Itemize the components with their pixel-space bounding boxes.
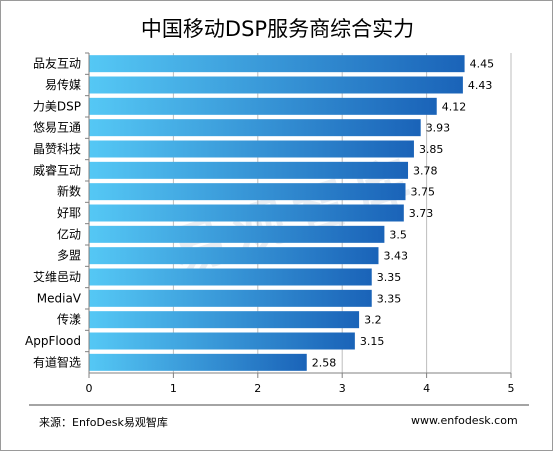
category-label: MediaV xyxy=(37,291,82,305)
category-label: 传漾 xyxy=(57,312,81,327)
value-label: 2.58 xyxy=(312,356,337,369)
category-label: 多盟 xyxy=(57,249,81,263)
value-label: 3.75 xyxy=(411,186,436,199)
chart-title: 中国移动DSP服务商综合实力 xyxy=(140,17,415,41)
x-tick-label: 0 xyxy=(86,382,93,395)
x-tick-label: 5 xyxy=(508,382,515,395)
bar xyxy=(89,119,421,137)
bar xyxy=(89,183,406,201)
value-label: 3.73 xyxy=(409,207,434,220)
bar xyxy=(89,289,372,307)
x-tick-label: 2 xyxy=(254,382,261,395)
bar xyxy=(89,353,307,371)
category-label: 威睿互动 xyxy=(33,162,81,177)
bar xyxy=(89,55,465,73)
source-note: 来源：EnfoDesk易观智库 xyxy=(39,416,168,429)
bar xyxy=(89,225,385,243)
bar xyxy=(89,76,463,94)
category-label: 亿动 xyxy=(57,226,81,241)
value-label: 3.35 xyxy=(377,271,402,284)
value-label: 4.45 xyxy=(470,58,495,71)
bar xyxy=(89,161,409,179)
value-label: 4.12 xyxy=(442,100,467,113)
value-label: 3.35 xyxy=(377,292,402,305)
bar xyxy=(89,268,372,286)
category-label: 有道智选 xyxy=(33,354,81,369)
category-label: 易传媒 xyxy=(45,77,81,92)
value-label: 3.5 xyxy=(389,228,407,241)
category-label: AppFlood xyxy=(25,334,81,348)
category-label: 力美DSP xyxy=(33,99,81,113)
bar xyxy=(89,247,379,265)
category-label: 品友互动 xyxy=(33,57,81,71)
value-label: 4.43 xyxy=(468,79,493,92)
value-label: 3.43 xyxy=(383,250,408,263)
x-tick-label: 1 xyxy=(170,382,177,395)
x-tick-label: 4 xyxy=(423,382,430,395)
value-label: 3.93 xyxy=(426,122,451,135)
value-label: 3.85 xyxy=(419,143,444,156)
category-label: 悠易互通 xyxy=(33,120,81,135)
category-label: 好耶 xyxy=(57,206,81,220)
bar xyxy=(89,140,414,158)
bar xyxy=(89,311,360,329)
value-label: 3.2 xyxy=(364,314,382,327)
category-label: 艾维邑动 xyxy=(33,270,81,284)
category-label: 新数 xyxy=(57,184,81,199)
bar xyxy=(89,97,437,115)
category-label: 晶赞科技 xyxy=(33,142,81,156)
website-url: www.enfodesk.com xyxy=(411,414,518,427)
value-label: 3.78 xyxy=(413,164,438,177)
bar xyxy=(89,332,355,350)
value-label: 3.15 xyxy=(360,335,385,348)
x-tick-label: 3 xyxy=(339,382,346,395)
bar xyxy=(89,204,404,222)
